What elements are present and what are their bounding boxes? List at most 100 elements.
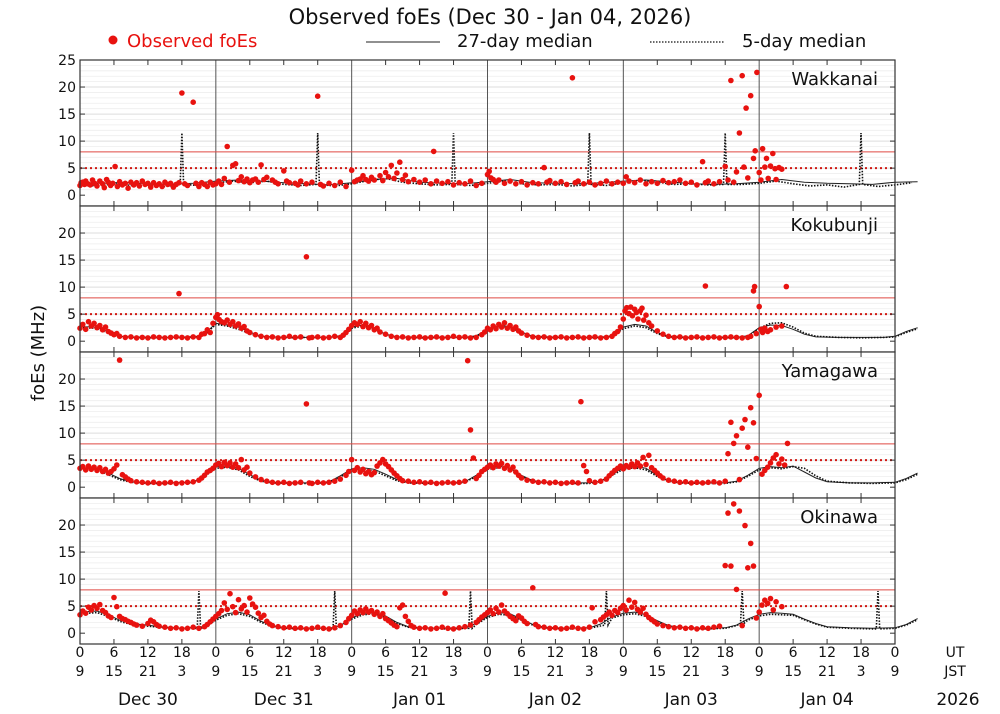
observed-point	[733, 169, 740, 175]
observed-point	[711, 334, 717, 340]
observed-point	[331, 625, 338, 631]
observed-point	[428, 181, 434, 187]
jst-tick-label: 15	[513, 664, 531, 680]
observed-point	[176, 179, 182, 186]
observed-point	[462, 478, 468, 485]
y-tick-label: 5	[67, 161, 76, 177]
panel-frame	[79, 497, 896, 645]
observed-point	[513, 181, 519, 187]
jst-tick-label: 3	[449, 664, 458, 680]
observed-point	[269, 622, 276, 629]
observed-point	[563, 625, 570, 632]
observed-point	[416, 625, 423, 632]
observed-point	[750, 288, 757, 294]
jst-tick-label: 21	[411, 664, 429, 680]
observed-point	[464, 357, 471, 364]
observed-point	[190, 334, 196, 340]
observed-point	[781, 462, 788, 468]
observed-point	[640, 454, 646, 461]
observed-point	[739, 72, 745, 79]
observed-point	[399, 602, 406, 608]
observed-point	[173, 480, 179, 487]
observed-point	[112, 163, 118, 170]
observed-point	[433, 334, 440, 340]
observed-point	[758, 177, 764, 183]
observed-point	[614, 179, 621, 185]
observed-point	[238, 174, 245, 180]
observed-point	[677, 177, 683, 183]
jst-tick-label: 9	[347, 664, 356, 680]
observed-point	[467, 622, 474, 628]
legend-observed-label: Observed foEs	[127, 31, 257, 52]
observed-point	[730, 440, 737, 447]
observed-point	[114, 183, 121, 190]
observed-point	[504, 462, 511, 469]
observed-point	[258, 333, 264, 340]
observed-point	[597, 335, 604, 341]
jst-tick-label: 9	[76, 664, 85, 680]
ut-tick-label: 6	[517, 645, 526, 661]
observed-point	[620, 316, 627, 322]
observed-point	[635, 316, 641, 322]
observed-point	[264, 478, 270, 485]
jst-tick-label: 3	[585, 664, 594, 680]
observed-point	[779, 166, 785, 172]
observed-point	[767, 460, 774, 466]
observed-point	[176, 290, 182, 297]
observed-point	[184, 479, 191, 486]
observed-point	[125, 185, 131, 191]
observed-point	[230, 603, 236, 610]
y-tick-label: 10	[58, 280, 76, 296]
observed-point	[646, 452, 652, 459]
observed-point	[547, 480, 553, 486]
observed-point	[575, 334, 581, 340]
observed-point	[750, 563, 757, 569]
observed-point	[725, 177, 731, 183]
observed-point	[281, 168, 287, 174]
observed-point	[411, 334, 417, 341]
observed-point	[116, 333, 123, 340]
median-5day-line	[79, 590, 918, 631]
observed-point	[743, 105, 749, 111]
observed-point	[136, 183, 143, 189]
observed-point	[586, 477, 593, 484]
observed-point	[238, 456, 245, 463]
observed-point	[558, 334, 564, 340]
observed-point	[422, 335, 429, 341]
observed-point	[337, 476, 344, 482]
observed-point	[643, 181, 649, 187]
panel-wakkanai: 0 5 10 15 20 25 Wakkanai	[58, 53, 918, 207]
observed-point	[462, 334, 468, 340]
observed-point	[764, 600, 771, 607]
observed-point	[111, 594, 117, 601]
observed-point	[705, 479, 711, 486]
observed-point	[711, 624, 717, 630]
ut-tick-label: 18	[716, 645, 734, 661]
observed-point	[331, 182, 338, 189]
observed-point	[498, 460, 505, 467]
observed-point	[422, 177, 429, 183]
observed-point	[210, 320, 216, 327]
observed-point	[688, 334, 695, 341]
observed-point	[224, 143, 230, 150]
observed-point	[139, 479, 146, 486]
observed-point	[326, 180, 332, 187]
observed-point	[759, 602, 765, 608]
observed-point	[629, 313, 636, 319]
observed-point	[671, 334, 678, 341]
observed-point	[218, 181, 225, 188]
observed-point	[422, 480, 429, 486]
observed-point	[232, 461, 239, 467]
observed-point	[116, 357, 123, 363]
observed-point	[363, 320, 369, 327]
observed-point	[617, 324, 624, 330]
observed-point	[145, 480, 151, 486]
observed-point	[108, 614, 114, 621]
observed-point	[767, 327, 774, 333]
observed-point	[97, 601, 103, 608]
observed-point	[535, 623, 542, 630]
observed-point	[139, 334, 146, 341]
observed-point	[739, 335, 745, 341]
observed-point	[281, 334, 287, 341]
observed-point	[677, 479, 683, 486]
